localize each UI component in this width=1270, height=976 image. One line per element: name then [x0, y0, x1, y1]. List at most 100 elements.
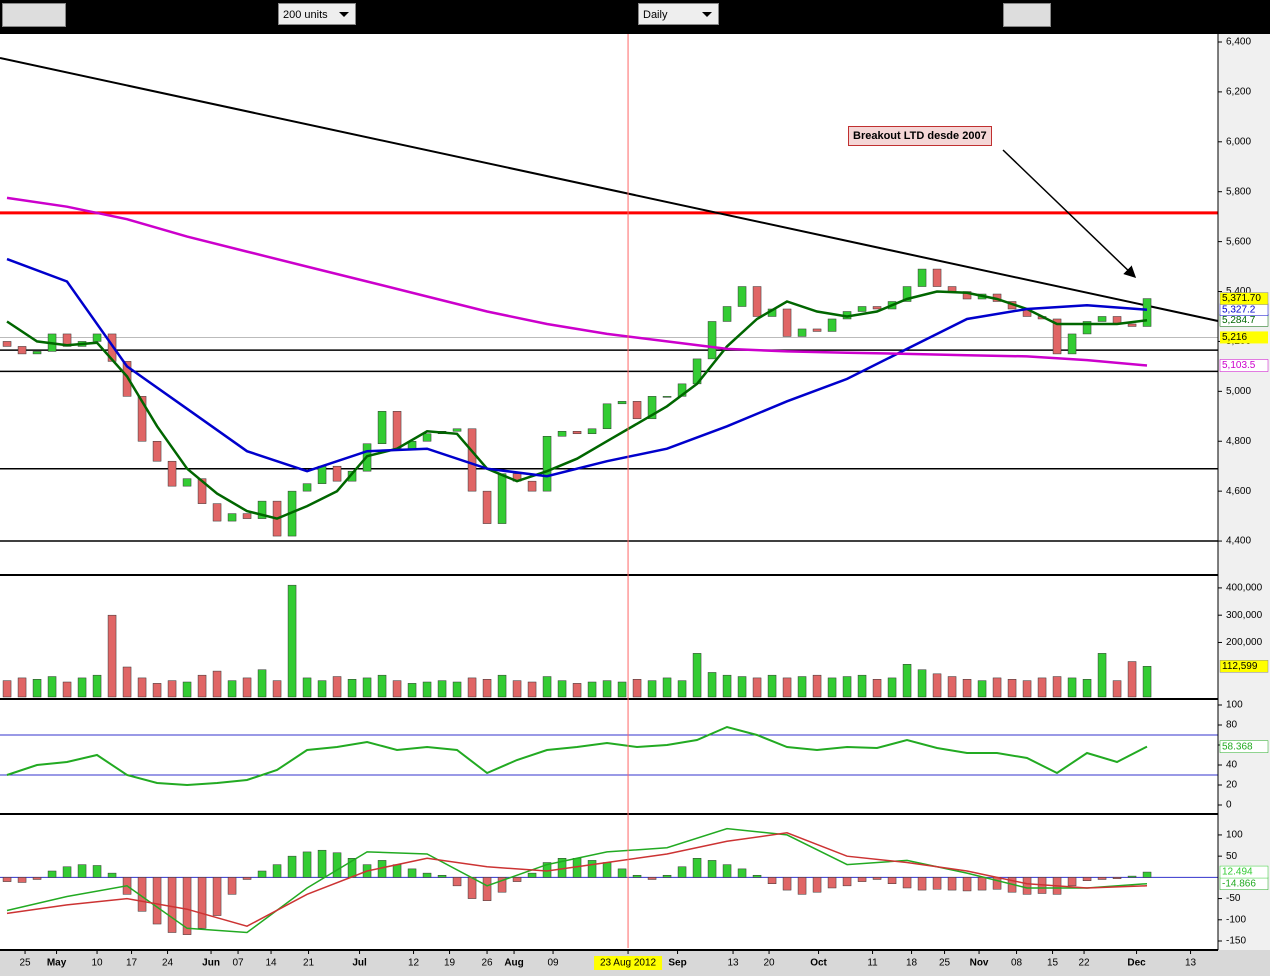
- macd-bar: [407, 868, 417, 878]
- volume-bar: [1007, 679, 1017, 698]
- macd-bar: [632, 874, 642, 878]
- macd-bar: [902, 877, 912, 889]
- tool-icons[interactable]: [2, 3, 66, 27]
- volume-bar: [602, 680, 612, 698]
- volume-bar: [62, 681, 72, 698]
- candle: [182, 478, 192, 487]
- candle: [557, 431, 567, 437]
- y-tick-label: 4,600: [1226, 486, 1251, 497]
- volume-bar: [512, 680, 522, 698]
- candle: [167, 460, 177, 487]
- volume-bar: [557, 680, 567, 698]
- candle: [332, 465, 342, 482]
- volume-bar: [1142, 666, 1152, 698]
- volume-bar: [392, 680, 402, 698]
- candle: [1142, 298, 1152, 327]
- y-tick-label: 5,400: [1226, 286, 1251, 297]
- volume-bar: [962, 679, 972, 698]
- marks: 4,4004,6004,8005,0005,2005,4005,6005,800…: [0, 34, 1269, 970]
- macd-bar: [932, 877, 942, 890]
- x-tick-label: Oct: [810, 958, 827, 969]
- macd-bar: [872, 877, 882, 880]
- x-tick-label: Aug: [504, 958, 523, 969]
- candle: [782, 308, 792, 337]
- x-tick-label: 19: [444, 958, 456, 969]
- candle: [242, 513, 252, 519]
- volume-bar: [47, 676, 57, 698]
- candle: [2, 341, 12, 347]
- macd-bar: [827, 877, 837, 889]
- macd-bar: [1112, 877, 1122, 879]
- x-tick-label: 24: [162, 958, 174, 969]
- x-tick-label: Nov: [970, 958, 989, 969]
- axis-area: [1218, 34, 1270, 950]
- volume-bar: [737, 676, 747, 698]
- volume-bar: [482, 679, 492, 698]
- candle: [587, 428, 597, 435]
- macd-line: [6, 827, 1148, 934]
- volume-bar: [197, 674, 207, 698]
- volume-bar: [887, 677, 897, 698]
- macd-bar: [47, 870, 57, 878]
- candle: [737, 286, 747, 307]
- macd-bar: [677, 866, 687, 878]
- macd-bar: [227, 877, 237, 895]
- candle: [872, 306, 882, 310]
- volume-bar: [287, 584, 297, 698]
- macd-bar: [107, 872, 117, 878]
- last-value-box: [1219, 865, 1269, 879]
- volume-bar: [1052, 676, 1062, 698]
- volume-bar: [452, 681, 462, 698]
- candle: [962, 291, 972, 300]
- x-tick-label: 25: [939, 958, 951, 969]
- level-label: 5,216: [1222, 332, 1247, 343]
- x-tick-label: Jun: [202, 958, 220, 969]
- x-tick-label: 11: [867, 958, 878, 969]
- rsi-line: [6, 725, 1148, 787]
- volume-bar: [377, 674, 387, 698]
- moving-average: [6, 257, 1148, 478]
- volume-bar: [422, 681, 432, 698]
- y-tick-label: 300,000: [1226, 610, 1263, 621]
- last-value-label: 58.368: [1222, 741, 1253, 752]
- volume-bar: [752, 677, 762, 698]
- macd-bar: [767, 877, 777, 884]
- candle: [827, 318, 837, 332]
- annotation-arrow: [1002, 149, 1137, 279]
- indicator-icon[interactable]: [1003, 3, 1051, 27]
- x-tick-label: 13: [1185, 958, 1197, 969]
- volume-bar: [932, 673, 942, 698]
- x-tick-label: 25: [19, 958, 31, 969]
- y-tick-label: -150: [1226, 936, 1246, 947]
- macd-bar: [722, 864, 732, 878]
- macd-bar: [167, 877, 177, 933]
- annotation: Breakout LTD desde 2007: [848, 126, 992, 146]
- volume-bar: [407, 683, 417, 698]
- macd-bar: [1097, 877, 1107, 880]
- last-value-label: 5,371.70: [1222, 293, 1261, 304]
- volume-bar: [92, 674, 102, 698]
- last-value-box: [1219, 660, 1269, 673]
- macd-bar: [467, 877, 477, 899]
- candle: [947, 286, 957, 292]
- macd-bar: [437, 874, 447, 878]
- macd-bar: [302, 851, 312, 878]
- candle: [1067, 333, 1077, 355]
- x-tick-label: 13: [727, 958, 739, 969]
- last-value-box: [1219, 740, 1269, 753]
- last-value-label: 112,599: [1222, 661, 1258, 672]
- candle: [647, 396, 657, 420]
- macd-bar: [317, 849, 327, 878]
- units-select[interactable]: 200 units: [278, 3, 356, 25]
- candle: [92, 333, 102, 342]
- macd-bar: [452, 877, 462, 887]
- period-select[interactable]: Daily: [638, 3, 719, 25]
- macd-bar: [62, 866, 72, 878]
- x-tick-label: May: [47, 958, 67, 969]
- candle: [422, 433, 432, 442]
- macd-bar: [662, 874, 672, 878]
- macd-bar: [1022, 877, 1032, 895]
- volume-bar: [587, 681, 597, 698]
- last-value-label: -14.866: [1222, 878, 1256, 889]
